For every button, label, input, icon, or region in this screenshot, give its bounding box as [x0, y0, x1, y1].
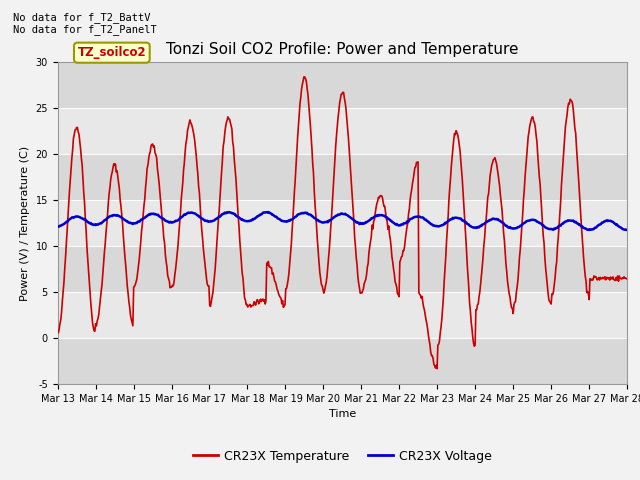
Bar [58, 62, 627, 108]
Text: No data for f_T2_BattV: No data for f_T2_BattV [13, 12, 150, 23]
Bar [58, 200, 627, 246]
Text: TZ_soilco2: TZ_soilco2 [77, 46, 146, 59]
Bar [58, 338, 627, 384]
Text: No data for f_T2_PanelT: No data for f_T2_PanelT [13, 24, 157, 35]
X-axis label: Time: Time [329, 409, 356, 419]
Bar [58, 246, 627, 292]
Legend: CR23X Temperature, CR23X Voltage: CR23X Temperature, CR23X Voltage [188, 445, 497, 468]
Bar [58, 108, 627, 154]
Y-axis label: Power (V) / Temperature (C): Power (V) / Temperature (C) [20, 145, 30, 301]
Bar [58, 154, 627, 200]
Title: Tonzi Soil CO2 Profile: Power and Temperature: Tonzi Soil CO2 Profile: Power and Temper… [166, 42, 518, 57]
Bar [58, 292, 627, 338]
